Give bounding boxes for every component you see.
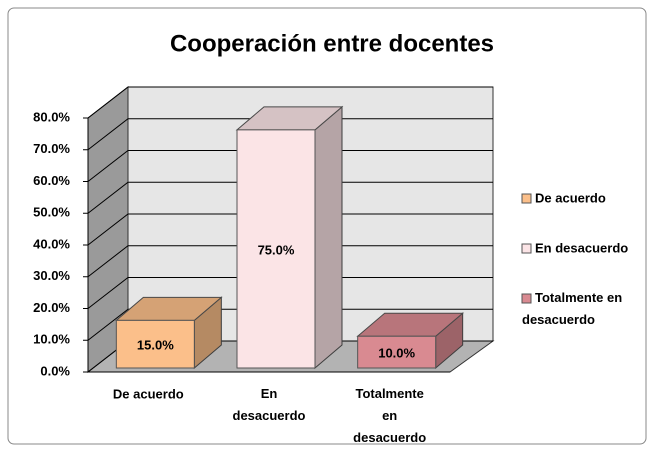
legend-label-line: desacuerdo — [522, 312, 595, 327]
y-tick-label: 60.0% — [33, 173, 70, 188]
x-tick-label-line: En — [261, 386, 278, 401]
grid-line — [87, 245, 493, 278]
x-tick-label: En desacuerdo — [233, 386, 306, 423]
y-tick-label: 80.0% — [33, 109, 70, 124]
legend-swatch — [521, 243, 532, 254]
bar-front — [357, 335, 437, 369]
grid-line — [87, 118, 493, 151]
bar-front — [115, 319, 195, 369]
x-tick-label: Totalmente en desacuerdo — [353, 386, 426, 445]
bar — [356, 312, 465, 370]
legend-label: Totalmente en desacuerdo — [522, 290, 622, 327]
value-label: 75.0% — [258, 242, 295, 257]
y-tick-label: 20.0% — [33, 300, 70, 315]
legend-label: De acuerdo — [535, 190, 606, 205]
bar-side — [314, 105, 343, 370]
legend-swatch — [521, 193, 532, 204]
chart-title: Cooperación entre docentes — [170, 30, 494, 57]
y-tick-label: 70.0% — [33, 141, 70, 156]
x-tick-label: De acuerdo — [113, 386, 184, 401]
grid-line — [87, 181, 493, 214]
bar — [114, 296, 223, 370]
legend-label-line: Totalmente en — [535, 290, 622, 305]
value-label: 15.0% — [137, 338, 174, 353]
y-tick-label: 30.0% — [33, 268, 70, 283]
value-label: 10.0% — [378, 346, 415, 361]
x-tick-label-line: en — [382, 408, 397, 423]
x-tick-label-line: desacuerdo — [233, 408, 306, 423]
bar-front — [236, 129, 316, 369]
x-tick-label-line: desacuerdo — [353, 430, 426, 445]
legend-label: En desacuerdo — [535, 240, 628, 255]
grid-line — [87, 277, 493, 309]
bar — [235, 105, 344, 370]
grid-line — [87, 308, 493, 341]
y-tick-label: 10.0% — [33, 332, 70, 347]
y-tick-label: 0.0% — [40, 363, 70, 378]
legend-swatch — [521, 293, 532, 304]
x-tick-label-line: Totalmente — [355, 386, 423, 401]
grid-line — [87, 213, 493, 246]
grid-line — [87, 150, 493, 182]
y-tick-label: 40.0% — [33, 236, 70, 251]
y-tick-label: 50.0% — [33, 205, 70, 220]
grid-line — [87, 86, 493, 119]
